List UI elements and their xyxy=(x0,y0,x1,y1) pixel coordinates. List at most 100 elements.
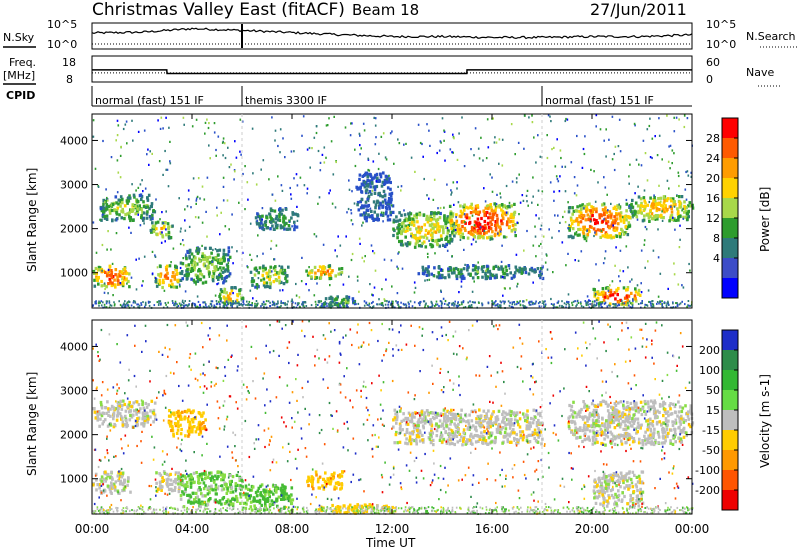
echo-speck xyxy=(211,260,214,263)
echo-cell xyxy=(264,223,267,227)
echo-speck xyxy=(651,300,654,302)
echo-cell xyxy=(258,224,261,228)
echo-cell xyxy=(500,267,503,271)
echo-speck xyxy=(452,301,455,304)
echo-cell xyxy=(222,248,226,252)
echo-cell xyxy=(676,209,680,213)
echo-speck xyxy=(132,301,135,304)
echo-cell xyxy=(513,210,517,214)
echo-cell xyxy=(623,215,627,219)
echo-cell xyxy=(268,502,272,506)
echo-cell xyxy=(226,295,230,299)
echo-speck xyxy=(365,302,367,305)
echo-cell xyxy=(639,204,643,208)
echo-speck xyxy=(510,123,513,126)
echo-cell xyxy=(502,271,505,276)
echo-cell xyxy=(670,206,673,211)
echo-speck xyxy=(492,302,495,305)
echo-cell xyxy=(524,270,528,275)
echo-speck xyxy=(260,305,262,308)
echo-cell xyxy=(473,427,477,431)
echo-cell xyxy=(281,488,284,493)
echo-speck xyxy=(279,151,281,154)
echo-cell xyxy=(589,209,592,213)
echo-speck xyxy=(164,240,166,243)
echo-speck xyxy=(124,303,127,306)
echo-cell xyxy=(128,196,132,200)
echo-cell xyxy=(117,407,120,411)
echo-speck xyxy=(269,301,271,304)
echo-speck xyxy=(242,251,244,254)
nsky-line xyxy=(91,27,693,40)
echo-cell xyxy=(489,417,493,421)
echo-cell xyxy=(110,269,113,273)
echo-speck xyxy=(667,287,669,290)
echo-speck xyxy=(165,303,167,306)
echo-cell xyxy=(241,485,244,489)
echo-speck xyxy=(589,215,591,218)
echo-cell xyxy=(434,230,438,234)
echo-cell xyxy=(501,222,504,226)
echo-cell xyxy=(579,211,583,215)
echo-speck xyxy=(532,244,535,247)
echo-speck xyxy=(673,273,676,276)
echo-speck xyxy=(426,279,429,282)
echo-speck xyxy=(278,264,281,268)
echo-speck xyxy=(459,238,462,241)
echo-speck xyxy=(566,118,569,121)
echo-cell xyxy=(411,217,415,222)
echo-speck xyxy=(345,302,348,305)
echo-speck xyxy=(246,300,248,303)
echo-cell xyxy=(626,288,629,292)
echo-cell xyxy=(116,206,119,210)
echo-speck xyxy=(236,305,239,308)
echo-speck xyxy=(270,247,272,250)
echo-cell xyxy=(646,213,650,217)
echo-speck xyxy=(108,306,111,309)
echo-cell xyxy=(330,473,334,477)
echo-cell xyxy=(197,423,201,427)
echo-speck xyxy=(144,187,147,190)
echo-speck xyxy=(265,300,268,303)
echo-cell xyxy=(398,211,401,215)
echo-cell xyxy=(244,495,248,499)
echo-cell xyxy=(479,421,482,425)
echo-cell xyxy=(582,225,585,229)
echo-cell xyxy=(644,201,647,205)
echo-speck xyxy=(367,185,370,188)
echo-speck xyxy=(232,292,234,295)
echo-speck xyxy=(257,277,260,280)
echo-speck xyxy=(619,249,622,252)
echo-cell xyxy=(187,420,190,424)
echo-cell xyxy=(225,491,229,495)
echo-speck xyxy=(295,282,297,286)
echo-speck xyxy=(618,203,620,206)
echo-cell xyxy=(537,418,540,423)
echo-cell xyxy=(241,479,244,483)
echo-cell xyxy=(165,483,169,487)
power-echo-layer xyxy=(92,114,695,309)
echo-speck xyxy=(354,302,356,305)
echo-cell xyxy=(157,273,160,277)
echo-cell xyxy=(167,225,171,229)
echo-cell xyxy=(215,492,218,496)
echo-speck xyxy=(128,300,130,303)
echo-speck xyxy=(566,301,568,303)
echo-cell xyxy=(621,229,624,233)
echo-cell xyxy=(400,232,403,236)
echo-cell xyxy=(194,496,198,500)
echo-cell xyxy=(585,236,588,240)
echo-cell xyxy=(114,273,117,277)
echo-speck xyxy=(231,305,233,308)
echo-cell xyxy=(376,218,380,222)
echo-speck xyxy=(191,302,194,305)
echo-cell xyxy=(246,498,249,502)
echo-cell xyxy=(93,410,97,414)
echo-speck xyxy=(370,244,373,247)
echo-cell xyxy=(578,214,581,218)
echo-cell xyxy=(508,225,511,229)
echo-cell xyxy=(618,214,622,218)
echo-cell xyxy=(96,278,99,282)
echo-cell xyxy=(235,298,239,302)
echo-cell xyxy=(228,480,232,484)
